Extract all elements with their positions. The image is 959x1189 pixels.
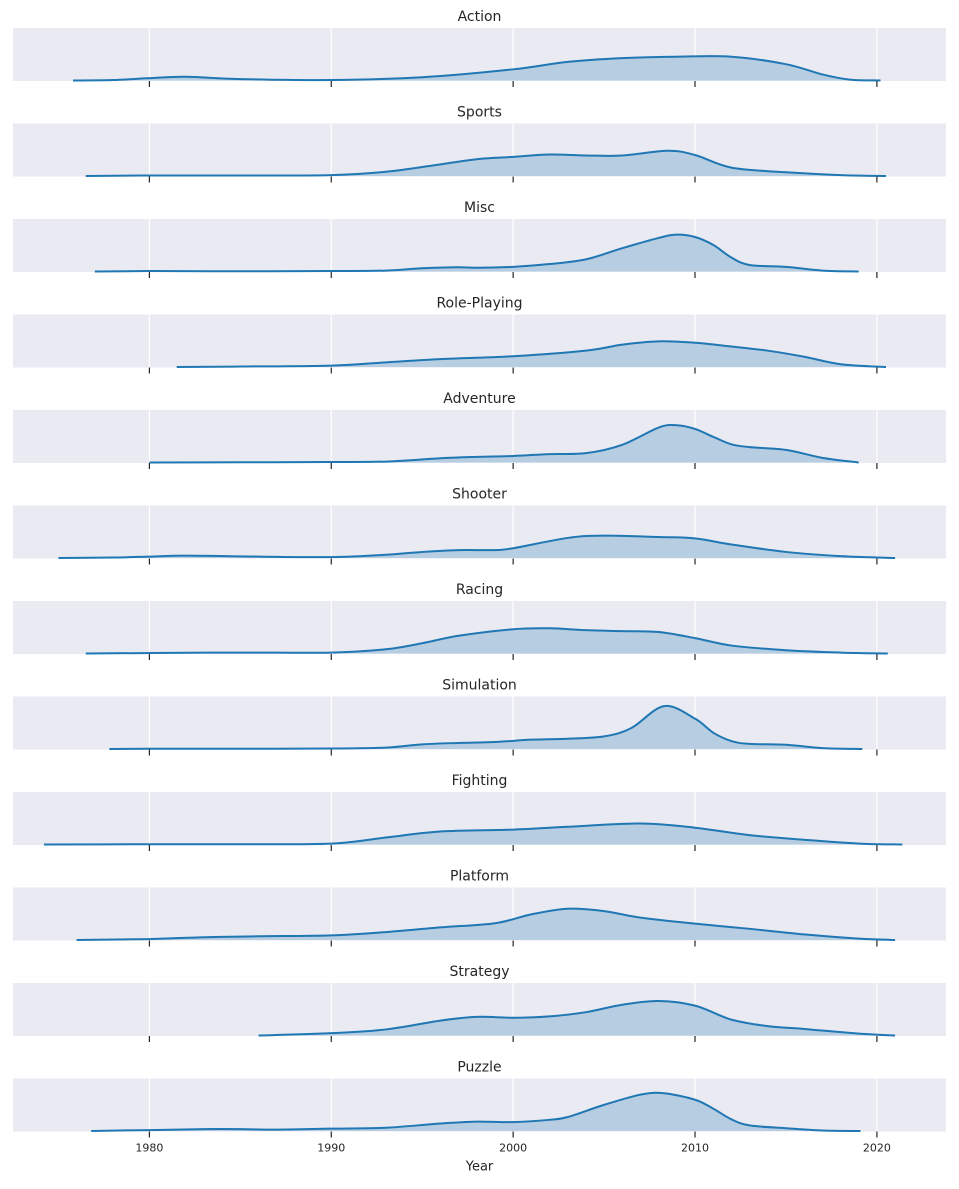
panel-misc: Misc [13, 200, 946, 278]
density-line [58, 534, 896, 559]
density-line [85, 627, 888, 655]
density-line [73, 55, 881, 82]
panel-simulation: Simulation [13, 678, 946, 756]
panel-title: Platform [450, 869, 509, 885]
panel-title: Sports [457, 105, 502, 121]
x-axis-label: Year [465, 1160, 494, 1175]
panel-puzzle: Puzzle [13, 1060, 946, 1138]
panel-adventure: Adventure [13, 391, 946, 469]
panel-action: Action [13, 9, 946, 87]
x-tick-label: 2000 [499, 1142, 527, 1155]
panel-title: Puzzle [457, 1060, 501, 1076]
density-line [176, 340, 887, 368]
panel-shooter: Shooter [13, 487, 946, 565]
panel-racing: Racing [13, 582, 946, 660]
density-line [85, 149, 887, 177]
x-tick-label: 2020 [863, 1142, 891, 1155]
density-line [76, 907, 896, 941]
density-area [176, 341, 886, 367]
density-line [258, 999, 896, 1037]
density-area [91, 1092, 861, 1131]
density-line [149, 423, 859, 464]
panel-title: Adventure [443, 391, 515, 407]
density-area [73, 56, 881, 81]
density-area [85, 628, 888, 654]
density-area [94, 234, 859, 272]
panel-title: Simulation [442, 678, 517, 694]
panel-title: Role-Playing [436, 296, 522, 312]
panel-title: Misc [464, 200, 495, 216]
panel-title: Strategy [450, 964, 510, 980]
panel-role-playing: Role-Playing [13, 296, 946, 374]
density-area [85, 150, 886, 176]
density-area [109, 705, 863, 749]
panel-sports: Sports [13, 105, 946, 183]
x-tick-label: 1980 [135, 1142, 163, 1155]
x-tick-label: 1990 [317, 1142, 345, 1155]
density-line [43, 822, 903, 846]
panel-title: Action [458, 9, 502, 25]
panel-title: Fighting [452, 773, 508, 789]
panel-fighting: Fighting [13, 773, 946, 851]
density-line [94, 233, 859, 273]
density-line [109, 705, 863, 750]
density-line [91, 1091, 861, 1132]
x-tick-label: 2010 [681, 1142, 709, 1155]
panel-strategy: Strategy [13, 964, 946, 1042]
panel-title: Racing [456, 582, 503, 598]
density-area [58, 535, 896, 558]
panel-background [13, 219, 946, 272]
panel-background [13, 696, 946, 750]
panel-platform: Platform [13, 869, 946, 947]
density-area [43, 823, 903, 845]
density-area [258, 1000, 896, 1036]
density-area [149, 424, 859, 463]
x-axis: 1980 1990 2000 2010 2020 [135, 1142, 890, 1155]
panels-group: Action Sports Misc Role-Playing Adventure Sho… [13, 9, 946, 1138]
panel-title: Shooter [452, 487, 507, 503]
